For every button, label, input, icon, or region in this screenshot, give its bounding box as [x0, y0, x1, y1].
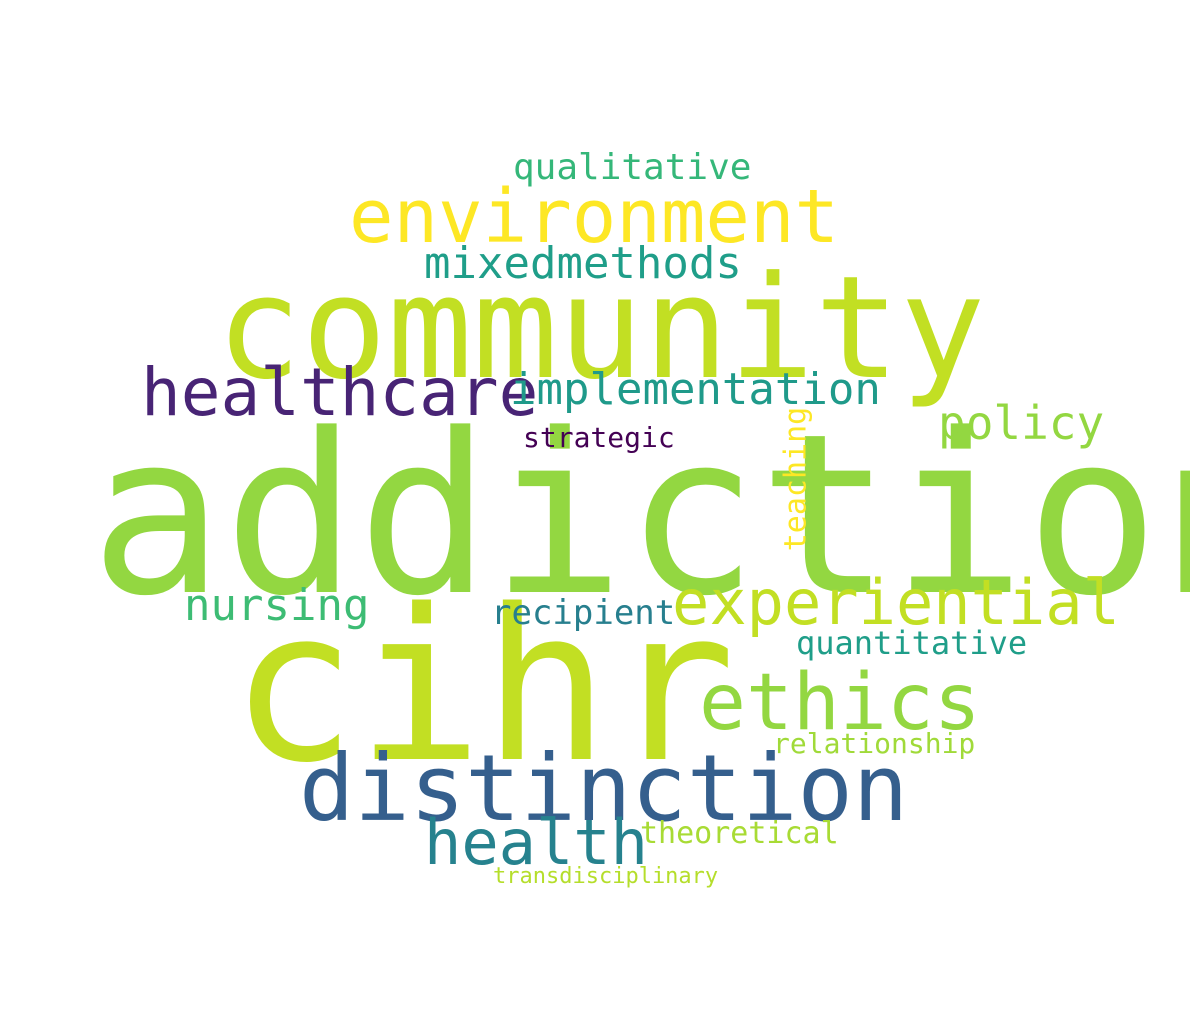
word-strategic: strategic — [523, 421, 675, 454]
word-quantitative: quantitative — [796, 624, 1028, 662]
word-qualitative: qualitative — [513, 147, 752, 188]
word-environment: environment — [349, 174, 840, 260]
word-nursing: nursing — [184, 580, 370, 631]
word-relationship: relationship — [773, 727, 976, 760]
word-policy: policy — [938, 396, 1105, 450]
word-teaching: teaching — [778, 406, 814, 552]
word-healthcare: healthcare — [141, 354, 539, 431]
word-theoretical: theoretical — [640, 816, 839, 851]
word-health: health — [424, 806, 648, 879]
word-addiction: addiction — [90, 387, 1190, 645]
word-implementation: implementation — [510, 364, 881, 415]
word-experiential: experiential — [672, 566, 1120, 639]
word-cihr: cihr — [230, 564, 736, 809]
word-recipient: recipient — [491, 593, 676, 633]
word-distinction: distinction — [299, 735, 909, 842]
word-community: community — [216, 246, 986, 411]
word-ethics: ethics — [699, 658, 981, 748]
word-transdisciplinary: transdisciplinary — [493, 864, 719, 889]
word-mixedmethods: mixedmethods — [424, 238, 742, 289]
